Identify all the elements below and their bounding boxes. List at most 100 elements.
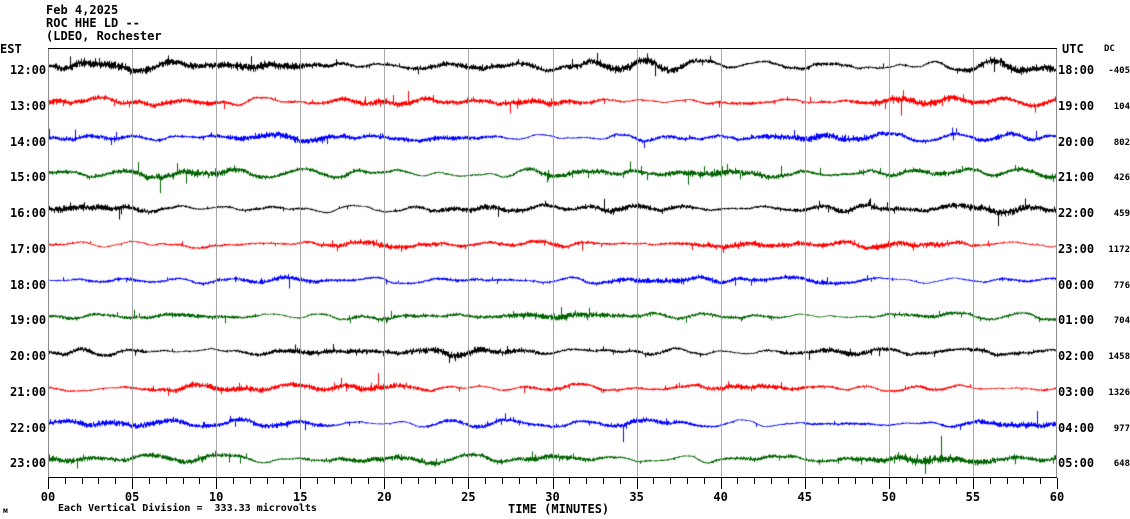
x-tick-35: [637, 478, 638, 489]
x-tick-label-00: 00: [40, 490, 56, 504]
utc-label-row-8: 02:00: [1058, 349, 1095, 363]
x-tick-19: [368, 478, 369, 484]
corner-mark: м: [3, 506, 8, 515]
est-label-row-6: 18:00: [10, 277, 47, 292]
x-tick-17: [334, 478, 335, 484]
utc-axis-header: UTC: [1062, 42, 1084, 56]
x-tick-44: [788, 478, 789, 484]
x-tick-23: [435, 478, 436, 484]
vertical-gridline-35: [637, 48, 638, 477]
x-tick-10: [216, 478, 217, 489]
x-tick-55: [973, 478, 974, 489]
utc-label-row-9: 03:00: [1058, 384, 1095, 399]
x-tick-32: [586, 478, 587, 484]
est-label-row-3: 15:00: [10, 170, 47, 185]
vertical-gridline-50: [889, 48, 890, 477]
est-label-row-4: 16:00: [10, 206, 47, 220]
x-tick-57: [1007, 478, 1008, 484]
x-tick-59: [1040, 478, 1041, 484]
x-tick-20: [384, 478, 385, 489]
x-tick-50: [889, 478, 890, 489]
dc-value-row-10: 977: [1113, 423, 1130, 434]
est-label-row-7: 19:00: [10, 313, 47, 328]
x-tick-0: [48, 478, 49, 489]
dc-value-row-3: 426: [1113, 173, 1130, 184]
x-tick-label-20: 20: [377, 490, 392, 504]
x-tick-25: [468, 478, 469, 489]
header-date: Feb 4,2025: [46, 3, 119, 17]
utc-label-row-10: 04:00: [1058, 420, 1095, 435]
x-tick-label-45: 45: [797, 490, 812, 504]
est-label-row-11: 23:00: [10, 456, 47, 471]
x-tick-43: [771, 478, 772, 484]
x-tick-label-60: 60: [1049, 490, 1065, 504]
dc-value-row-1: 104: [1113, 101, 1130, 112]
x-tick-58: [1023, 478, 1024, 484]
utc-label-row-7: 01:00: [1058, 313, 1095, 328]
seismogram-plot-area: [48, 48, 1057, 477]
utc-label-row-2: 20:00: [1058, 134, 1095, 149]
x-tick-11: [233, 478, 234, 484]
x-tick-label-30: 30: [545, 490, 560, 504]
x-tick-42: [754, 478, 755, 484]
x-tick-8: [183, 478, 184, 484]
x-tick-18: [351, 478, 352, 484]
est-label-row-2: 14:00: [10, 134, 47, 149]
x-tick-47: [838, 478, 839, 484]
utc-label-row-1: 19:00: [1058, 98, 1095, 113]
x-tick-label-35: 35: [629, 490, 644, 504]
x-tick-56: [990, 478, 991, 484]
x-tick-2: [82, 478, 83, 484]
dc-value-row-9: 1326: [1108, 387, 1130, 398]
x-tick-45: [805, 478, 806, 489]
x-tick-33: [603, 478, 604, 484]
est-label-row-10: 22:00: [10, 420, 47, 435]
utc-label-row-11: 05:00: [1058, 456, 1095, 471]
x-tick-4: [115, 478, 116, 484]
x-tick-5: [132, 478, 133, 489]
x-tick-label-15: 15: [293, 490, 308, 504]
dc-value-row-8: 1458: [1108, 352, 1130, 362]
x-tick-label-05: 05: [124, 490, 140, 504]
x-tick-54: [956, 478, 957, 484]
utc-label-row-5: 23:00: [1058, 241, 1095, 256]
vertical-gridline-40: [721, 48, 722, 477]
utc-label-row-6: 00:00: [1058, 277, 1095, 292]
x-tick-28: [519, 478, 520, 484]
vertical-gridline-10: [216, 48, 217, 477]
utc-label-row-0: 18:00: [1058, 63, 1095, 77]
x-tick-7: [166, 478, 167, 484]
x-tick-21: [401, 478, 402, 484]
x-tick-36: [653, 478, 654, 484]
dc-value-row-0: -405: [1108, 66, 1130, 76]
x-tick-52: [922, 478, 923, 484]
plot-right-border: [1056, 48, 1057, 477]
x-tick-31: [569, 478, 570, 484]
x-tick-22: [418, 478, 419, 484]
x-tick-15: [300, 478, 301, 489]
x-tick-9: [199, 478, 200, 484]
x-tick-30: [553, 478, 554, 489]
x-tick-51: [906, 478, 907, 484]
dc-value-row-2: 802: [1113, 137, 1130, 148]
x-tick-39: [704, 478, 705, 484]
est-label-row-8: 20:00: [10, 349, 47, 363]
x-tick-label-25: 25: [461, 490, 476, 504]
vertical-gridline-20: [384, 48, 385, 477]
vertical-gridline-55: [973, 48, 974, 477]
header-network: (LDEO, Rochester: [46, 29, 162, 43]
dc-value-row-6: 776: [1113, 280, 1130, 291]
x-tick-16: [317, 478, 318, 484]
utc-label-row-3: 21:00: [1058, 170, 1095, 185]
x-tick-48: [855, 478, 856, 484]
plot-left-border: [48, 48, 49, 477]
x-axis-rule: [48, 477, 1057, 478]
x-tick-41: [737, 478, 738, 484]
est-label-row-1: 13:00: [10, 98, 47, 113]
est-label-row-0: 12:00: [10, 63, 47, 77]
x-tick-label-55: 55: [965, 490, 981, 504]
dc-column-header: DC: [1104, 44, 1115, 54]
dc-value-row-4: 459: [1113, 209, 1130, 219]
vertical-gridline-45: [805, 48, 806, 477]
